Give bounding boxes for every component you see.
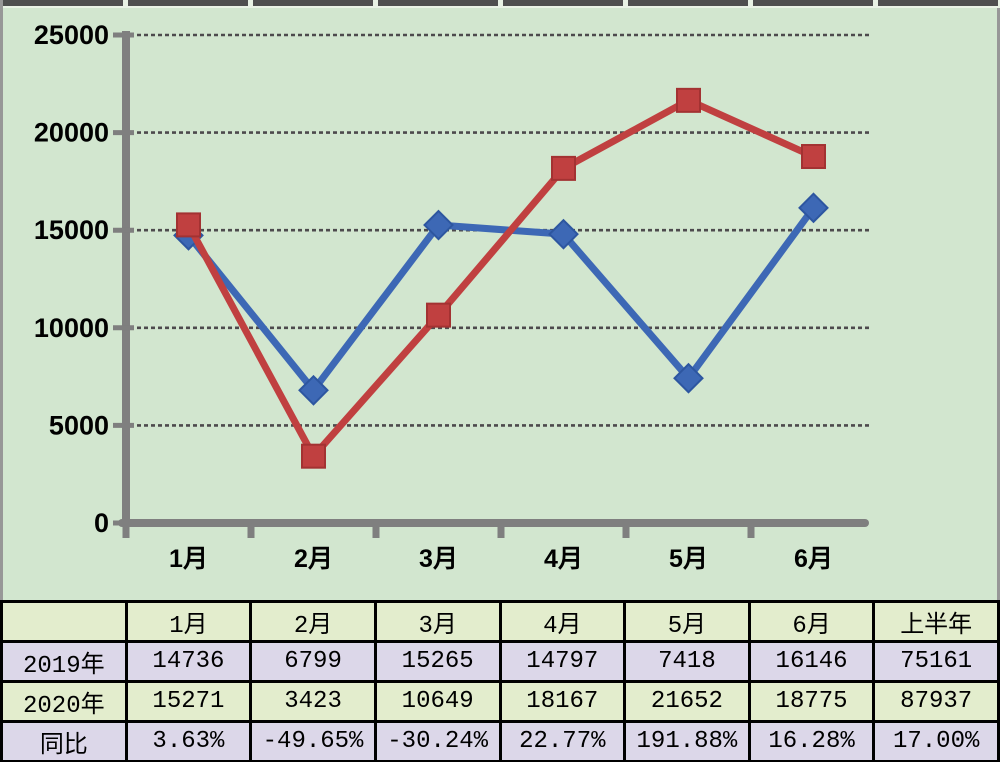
line-chart: 0 5000 10000 15000 20000 25000 1月 2月 3月 4月 5月 6月: [34, 20, 871, 573]
table-cell: 22.77%: [498, 720, 627, 762]
table-cell: 10649: [373, 680, 502, 723]
table-header-cell: 2月: [249, 600, 377, 643]
marker-square-2020年: [676, 87, 701, 113]
y-axis-label: 20000: [34, 118, 109, 148]
x-axis-label: 2月: [294, 545, 333, 573]
marker-diamond-2019年: [298, 374, 329, 406]
table-cell: -49.65%: [249, 720, 377, 762]
table-cell: 18775: [747, 680, 876, 723]
table-header-cell: 上半年: [872, 600, 1000, 643]
table-cell: 14797: [498, 640, 627, 683]
table-cell: 16.28%: [747, 720, 876, 762]
series-line-2019年: [185, 205, 817, 394]
y-axis-label: 10000: [34, 313, 109, 343]
marker-square-2020年: [176, 212, 201, 238]
table-header-cell: [0, 600, 128, 643]
table-row: 2019年 14736 6799 15265 14797 7418 16146 75161: [0, 640, 1000, 683]
table-cell: 3423: [249, 680, 377, 723]
marker-square-2020年: [801, 144, 826, 170]
chart-panel: 0 5000 10000 15000 20000 25000 1月 2月 3月 4月 5月 6月: [0, 0, 1000, 600]
y-axis-label: 0: [94, 508, 109, 538]
x-axis-label: 4月: [544, 545, 583, 573]
table-header-cell: 6月: [747, 600, 876, 643]
table-cell: 191.88%: [623, 720, 751, 762]
y-axis-label: 15000: [34, 215, 109, 245]
table-header-cell: 4月: [498, 600, 627, 643]
table-header-row: 1月 2月 3月 4月 5月 6月 上半年: [0, 600, 1000, 643]
table-header-cell: 1月: [124, 600, 253, 643]
table-row: 2020年 15271 3423 10649 18167 21652 18775 87937: [0, 680, 1000, 723]
marker-diamond-2019年: [548, 218, 579, 250]
marker-diamond-2019年: [798, 192, 829, 224]
table-cell: 18167: [498, 680, 627, 723]
table-cell: 14736: [124, 640, 253, 683]
y-axis-label: 5000: [49, 410, 109, 440]
row-label-cell: 2019年: [0, 640, 128, 683]
table-cell: 3.63%: [124, 720, 253, 762]
table-cell: 15265: [373, 640, 502, 683]
table-cell: 16146: [747, 640, 876, 683]
table-cell: 15271: [124, 680, 253, 723]
table-cell: 6799: [249, 640, 377, 683]
row-label-cell: 2020年: [0, 680, 128, 723]
marker-diamond-2019年: [673, 362, 704, 394]
y-axis-label: 25000: [34, 20, 109, 50]
table-cell: 87937: [872, 680, 1000, 723]
table-cell: 75161: [872, 640, 1000, 683]
table-cell: 21652: [623, 680, 751, 723]
marker-square-2020年: [551, 155, 576, 181]
table-cell: -30.24%: [373, 720, 502, 762]
table-cell: 7418: [623, 640, 751, 683]
series-line-2020年: [185, 96, 815, 460]
marker-square-2020年: [301, 443, 326, 469]
x-axis-label: 5月: [669, 545, 708, 573]
marker-square-2020年: [426, 302, 451, 328]
marker-diamond-2019年: [423, 209, 454, 241]
table-row: 同比 3.63% -49.65% -30.24% 22.77% 191.88% 16.28%…: [0, 720, 1000, 762]
x-axis-label: 1月: [169, 545, 208, 573]
table-header-cell: 3月: [373, 600, 502, 643]
table-cell: 17.00%: [872, 720, 1000, 762]
top-grid-edge: [3, 0, 1000, 8]
row-label-cell: 同比: [0, 720, 128, 762]
x-axis-label: 3月: [419, 545, 458, 573]
x-axis-label: 6月: [794, 545, 833, 573]
table-header-cell: 5月: [623, 600, 751, 643]
data-table: 1月 2月 3月 4月 5月 6月 上半年 2019年 14736 6799 15265 14797 7…: [0, 600, 1000, 762]
